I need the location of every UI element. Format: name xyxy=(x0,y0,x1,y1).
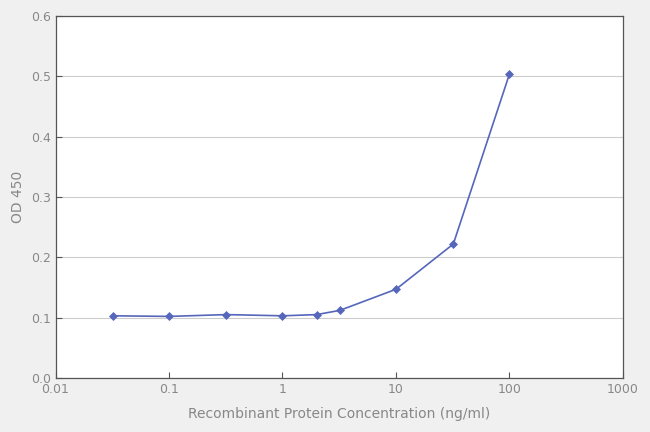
Y-axis label: OD 450: OD 450 xyxy=(11,171,25,223)
X-axis label: Recombinant Protein Concentration (ng/ml): Recombinant Protein Concentration (ng/ml… xyxy=(188,407,490,421)
